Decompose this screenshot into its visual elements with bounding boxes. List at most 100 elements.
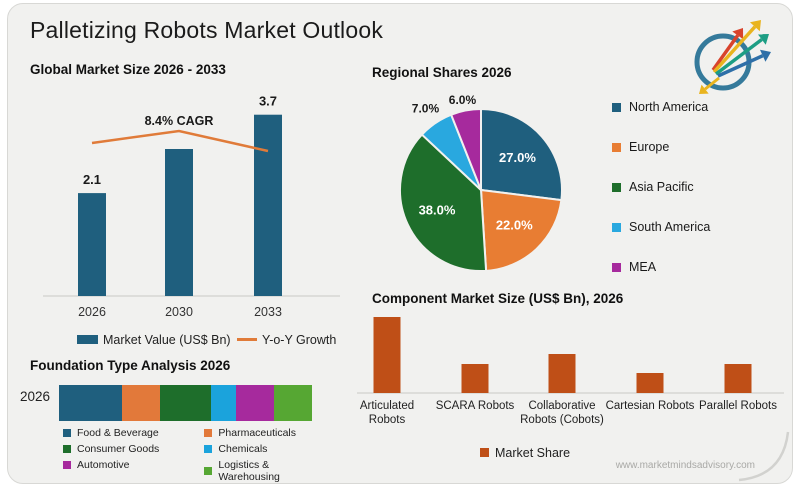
regional-shares-legend: North America Europe Asia Pacific South Ame… xyxy=(612,100,710,274)
regional-shares-title: Regional Shares 2026 xyxy=(372,65,512,80)
component-chart-svg: Articulated Robots SCARA Robots Collaborati… xyxy=(357,317,784,460)
component-bar xyxy=(461,364,489,393)
logo-arrowhead xyxy=(759,49,771,62)
x-tick-label: Cartesian Robots xyxy=(606,400,695,412)
foundation-legend-item-food-beverage: Food & Beverage xyxy=(63,427,204,439)
pie-slice-asia-pacific xyxy=(399,133,488,272)
legend-label-market-share: Market Share xyxy=(495,446,570,460)
stacked-segment-consumer-goods xyxy=(160,385,211,421)
pie-slice-label: 38.0% xyxy=(419,203,456,218)
legend-label: North America xyxy=(629,100,709,114)
logo-arrow xyxy=(717,54,764,78)
pie-slice-north-america xyxy=(480,107,563,202)
legend-item-asia-pacific: Asia Pacific xyxy=(612,180,710,194)
market-value-bar xyxy=(254,114,282,296)
legend-swatch xyxy=(63,445,71,453)
legend-label: Pharmaceuticals xyxy=(218,427,297,439)
logo-arrow xyxy=(711,34,740,72)
bar-value-label: 2.1 xyxy=(83,172,101,187)
legend-item-south-america: South America xyxy=(612,220,710,234)
legend-label: MEA xyxy=(629,260,657,274)
logo-icon xyxy=(694,20,771,94)
regional-shares-pie-container: 27.0% 22.0% 38.0% 7.0% 6.0% xyxy=(396,90,586,286)
regional-shares-pie-svg: 27.0% 22.0% 38.0% 7.0% 6.0% xyxy=(399,93,563,272)
logo-arrow xyxy=(704,76,720,91)
stacked-segment-automotive xyxy=(236,385,275,421)
pie-slice-label: 6.0% xyxy=(449,93,477,107)
legend-item-mea: MEA xyxy=(612,260,710,274)
component-bar xyxy=(724,364,752,393)
legend-swatch xyxy=(63,429,71,437)
legend-label: Consumer Goods xyxy=(77,443,160,455)
pie-slice-label: 7.0% xyxy=(412,101,440,115)
component-chart-container: Articulated Robots SCARA Robots Collaborati… xyxy=(352,308,792,470)
stacked-segment-chemicals xyxy=(210,385,237,421)
component-bar xyxy=(373,317,401,393)
logo-arrow xyxy=(712,25,757,74)
legend-label: South America xyxy=(629,220,711,234)
x-tick-label: SCARA Robots xyxy=(436,400,515,412)
market-value-bar xyxy=(165,149,193,296)
foundation-row-label: 2026 xyxy=(20,389,51,404)
market-size-chart-container: 2.1 2026 2030 3.7 2033 8.4% CAGR Market Value … xyxy=(40,94,350,355)
pie-slice-europe xyxy=(479,188,563,272)
watermark: www.marketmindsadvisory.com xyxy=(615,460,755,471)
page-title: Palletizing Robots Market Outlook xyxy=(30,17,384,43)
market-value-bar xyxy=(78,193,106,296)
cagr-annotation: 8.4% CAGR xyxy=(145,114,214,128)
foundation-legend: Food & Beverage Consumer Goods Automotive … xyxy=(63,427,333,483)
stacked-segment-food-beverage xyxy=(59,385,123,421)
logo-arrowhead xyxy=(757,34,769,45)
legend-item-europe: Europe xyxy=(612,140,710,154)
legend-label: Europe xyxy=(629,140,670,154)
logo-arrow xyxy=(714,38,763,76)
legend-swatch xyxy=(612,222,621,232)
foundation-legend-item-pharmaceuticals: Pharmaceuticals xyxy=(204,427,333,439)
bar-value-label: 3.7 xyxy=(259,95,277,109)
pie-slice-mea xyxy=(449,107,482,191)
legend-swatch xyxy=(612,142,621,152)
foundation-legend-item-automotive: Automotive xyxy=(63,459,204,471)
foundation-legend-item-logistics-warehousing: Logistics & Warehousing xyxy=(204,459,333,483)
x-tick-label: Parallel Robots xyxy=(699,400,777,412)
component-bar xyxy=(636,373,664,393)
x-tick-label: Robots (Cobots) xyxy=(520,414,604,426)
legend-item-north-america: North America xyxy=(612,100,710,114)
legend-label: Logistics & Warehousing xyxy=(218,459,280,483)
foundation-stacked-bar xyxy=(59,385,312,421)
foundation-legend-item-chemicals: Chemicals xyxy=(204,443,333,455)
stacked-segment-pharmaceuticals xyxy=(122,385,161,421)
x-tick-label: 2026 xyxy=(78,305,106,319)
legend-swatch xyxy=(612,262,621,272)
x-tick-label: Articulated xyxy=(360,400,414,412)
component-bar xyxy=(548,354,576,393)
legend-label-market-value: Market Value (US$ Bn) xyxy=(103,333,231,347)
stacked-segment-logistics-warehousing xyxy=(274,385,312,421)
legend-label: Food & Beverage xyxy=(77,427,159,439)
legend-swatch xyxy=(612,102,621,112)
legend-swatch xyxy=(204,467,213,475)
x-tick-label: Collaborative xyxy=(528,400,595,412)
foundation-type-title: Foundation Type Analysis 2026 xyxy=(30,358,231,373)
yoy-growth-line xyxy=(91,129,269,153)
legend-swatch xyxy=(63,461,71,469)
legend-swatch xyxy=(480,448,489,457)
foundation-legend-column-2: Pharmaceuticals Chemicals Logistics & Ware… xyxy=(204,427,333,483)
x-tick-label: 2030 xyxy=(165,305,193,319)
legend-label: Asia Pacific xyxy=(629,180,694,194)
legend-swatch xyxy=(612,182,621,192)
logo-arrowhead xyxy=(699,84,709,94)
page-curl-decoration xyxy=(738,431,790,482)
legend-swatch-line xyxy=(237,338,257,341)
legend-swatch-bar xyxy=(77,335,98,344)
legend-swatch xyxy=(204,429,213,437)
x-tick-label: Robots xyxy=(369,414,406,426)
logo-arrowhead xyxy=(732,28,744,40)
legend-label-yoy: Y-o-Y Growth xyxy=(262,333,336,347)
logo-arrowhead xyxy=(749,20,761,32)
x-tick-label: 2033 xyxy=(254,305,282,319)
pie-slice-label: 27.0% xyxy=(499,150,536,165)
foundation-legend-item-consumer-goods: Consumer Goods xyxy=(63,443,204,455)
legend-label: Automotive xyxy=(77,459,130,471)
